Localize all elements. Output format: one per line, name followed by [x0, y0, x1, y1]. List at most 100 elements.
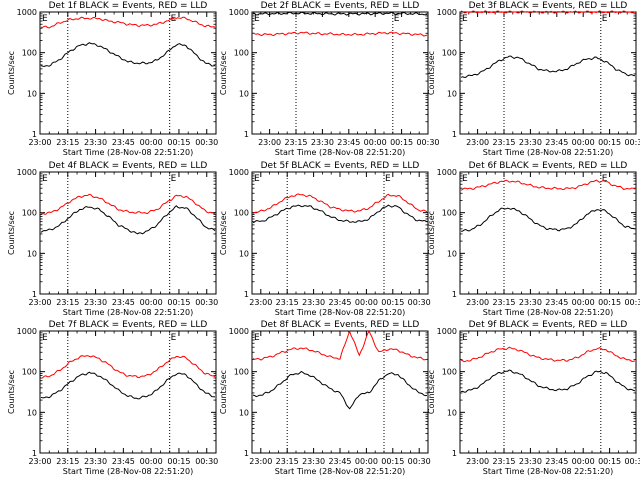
y-tick-label: 1000 [17, 8, 37, 17]
y-axis-label: Counts/sec [427, 51, 436, 95]
x-tick-label: 00:30 [624, 457, 640, 466]
event-marker: E [42, 174, 48, 184]
y-tick-label: 1 [32, 130, 37, 139]
lld-series-line [460, 179, 636, 191]
x-tick-label: 00:00 [140, 138, 163, 147]
y-axis-label: Counts/sec [219, 370, 228, 414]
chart-title: Det 3f BLACK = Events, RED = LLD [469, 1, 628, 11]
x-tick-label: 00:30 [195, 298, 218, 307]
x-tick-label: 00:15 [167, 457, 190, 466]
x-tick-label: 23:00 [466, 457, 489, 466]
x-tick-label: 23:45 [545, 457, 568, 466]
y-tick-label: 10 [239, 408, 249, 417]
event-marker: E [385, 174, 391, 184]
x-tick-label: 23:15 [492, 138, 515, 147]
x-tick-label: 00:30 [416, 138, 439, 147]
chart-panel-7: Det 7f BLACK = Events, RED = LLD 1 10 100 10… [7, 320, 218, 476]
x-tick-label: 00:15 [598, 457, 621, 466]
event-marker: E [385, 333, 391, 343]
chart-title: Det 2f BLACK = Events, RED = LLD [261, 1, 420, 11]
x-tick-label: 23:45 [112, 457, 135, 466]
events-series-line [40, 42, 216, 68]
y-tick-label: 1000 [229, 327, 249, 336]
events-series-line [460, 369, 636, 393]
x-tick-label: 23:00 [249, 298, 272, 307]
y-tick-label: 10 [447, 249, 457, 258]
y-tick-label: 1 [452, 449, 457, 458]
y-tick-label: 1 [244, 449, 249, 458]
chart-title: Det 1f BLACK = Events, RED = LLD [49, 1, 208, 11]
x-tick-label: 23:30 [302, 457, 325, 466]
x-tick-label: 00:15 [381, 298, 404, 307]
y-tick-label: 100 [22, 49, 37, 58]
lld-series-line [252, 193, 428, 215]
plot-frame [39, 171, 217, 295]
x-tick-label: 00:15 [390, 138, 413, 147]
y-tick-label: 100 [442, 49, 457, 58]
y-tick-label: 100 [234, 49, 249, 58]
y-tick-label: 1000 [229, 168, 249, 177]
x-tick-label: 00:00 [140, 457, 163, 466]
x-tick-label: 00:30 [195, 457, 218, 466]
x-tick-label: 00:15 [167, 138, 190, 147]
event-marker: E [462, 14, 468, 24]
y-tick-label: 100 [442, 368, 457, 377]
chart-panel-9: Det 9f BLACK = Events, RED = LLD 1 10 100 10… [427, 320, 640, 476]
x-tick-label: 00:30 [195, 138, 218, 147]
x-tick-label: 23:15 [284, 138, 307, 147]
y-tick-label: 100 [22, 368, 37, 377]
lld-series-line [252, 31, 428, 37]
y-tick-label: 1 [452, 290, 457, 299]
events-series-line [40, 371, 216, 400]
x-tick-label: 23:30 [84, 138, 107, 147]
y-tick-label: 10 [239, 89, 249, 98]
y-tick-label: 1 [32, 449, 37, 458]
x-tick-label: 00:00 [140, 298, 163, 307]
chart-panel-6: Det 6f BLACK = Events, RED = LLD 1 10 100 10… [427, 161, 640, 317]
x-axis-label: Start Time (28-Nov-08 22:51:20) [483, 308, 613, 317]
x-tick-label: 23:45 [112, 298, 135, 307]
x-tick-label: 00:15 [598, 138, 621, 147]
y-axis-label: Counts/sec [427, 370, 436, 414]
y-tick-label: 1000 [17, 327, 37, 336]
y-tick-label: 1000 [17, 168, 37, 177]
y-tick-label: 10 [27, 408, 37, 417]
y-tick-label: 10 [239, 249, 249, 258]
x-tick-label: 23:30 [84, 298, 107, 307]
plot-frame [39, 330, 217, 454]
lld-series-line [40, 355, 216, 379]
x-axis-label: Start Time (28-Nov-08 22:51:20) [275, 148, 405, 157]
x-tick-label: 23:00 [28, 298, 51, 307]
y-axis-label: Counts/sec [219, 51, 228, 95]
x-tick-label: 23:00 [249, 457, 272, 466]
chart-title: Det 6f BLACK = Events, RED = LLD [469, 161, 628, 171]
lld-series-line [460, 346, 636, 363]
x-tick-label: 23:15 [56, 298, 79, 307]
event-marker: E [171, 333, 177, 343]
y-tick-label: 100 [234, 368, 249, 377]
events-series-line [252, 204, 428, 224]
y-tick-label: 1 [244, 290, 249, 299]
x-tick-label: 23:45 [328, 298, 351, 307]
x-tick-label: 23:15 [492, 298, 515, 307]
chart-title: Det 8f BLACK = Events, RED = LLD [261, 320, 420, 330]
x-tick-label: 23:00 [28, 457, 51, 466]
x-tick-label: 00:00 [572, 138, 595, 147]
plot-frame [459, 171, 637, 295]
chart-panel-2: Det 2f BLACK = Events, RED = LLD 1 10 100 10… [219, 1, 440, 157]
x-axis-label: Start Time (28-Nov-08 22:51:20) [63, 148, 193, 157]
y-tick-label: 100 [234, 209, 249, 218]
x-axis-label: Start Time (28-Nov-08 22:51:20) [63, 467, 193, 476]
x-tick-label: 23:15 [276, 457, 299, 466]
chart-title: Det 9f BLACK = Events, RED = LLD [469, 320, 628, 330]
y-tick-label: 1000 [229, 8, 249, 17]
x-tick-label: 23:00 [258, 138, 281, 147]
plot-frame [251, 11, 429, 135]
x-tick-label: 00:30 [624, 298, 640, 307]
y-tick-label: 1 [452, 130, 457, 139]
plot-frame [251, 171, 429, 295]
event-marker: E [602, 14, 608, 24]
y-tick-label: 100 [22, 209, 37, 218]
chart-panel-1: Det 1f BLACK = Events, RED = LLD 1 10 100 10… [7, 1, 218, 157]
